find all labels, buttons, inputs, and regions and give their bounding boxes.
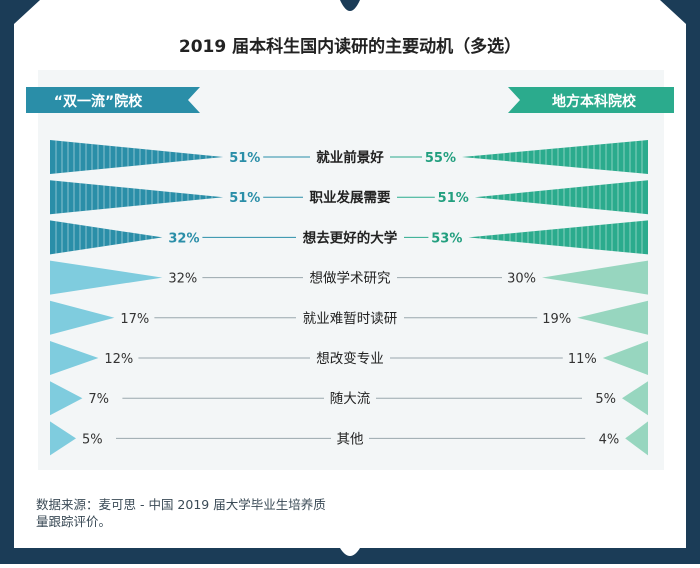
legend-right-label: 地方本科院校 <box>552 93 637 110</box>
corner-fold-left <box>14 0 40 24</box>
left-value-label-5: 17% <box>120 312 149 327</box>
chart-title: 2019 届本科生国内读研的主要动机（多选） <box>179 36 521 57</box>
left-value-label-3: 32% <box>168 231 199 246</box>
right-value-label-3: 53% <box>431 231 462 246</box>
chart-rows: 51% 55% 就业前景好 51% 51% 职业发展需要 32% 53% 想去更好的大学 32% 3… <box>50 140 648 456</box>
left-bar-8 <box>50 421 76 456</box>
right-value-label-1: 55% <box>425 151 456 166</box>
category-label-5: 就业难暂时读研 <box>303 311 398 327</box>
right-bar-7 <box>622 381 648 416</box>
category-label-1: 就业前景好 <box>316 149 384 166</box>
category-label-4: 想做学术研究 <box>310 271 391 287</box>
right-value-label-2: 51% <box>438 191 469 206</box>
chart-panel <box>38 70 664 470</box>
left-bar-3 <box>50 220 163 255</box>
left-bar-5 <box>50 300 115 335</box>
left-value-label-7: 7% <box>88 392 109 407</box>
left-value-label-2: 51% <box>229 191 260 206</box>
category-label-3: 想去更好的大学 <box>302 229 398 246</box>
left-bar-6 <box>50 341 99 375</box>
left-bar-4 <box>50 260 163 295</box>
right-bar-8 <box>625 421 648 456</box>
right-bar-5 <box>577 300 648 335</box>
legend-left-ribbon <box>26 87 200 113</box>
right-value-label-7: 5% <box>595 392 616 407</box>
category-label-2: 职业发展需要 <box>310 189 391 206</box>
right-bar-1 <box>462 140 648 174</box>
left-value-label-4: 32% <box>168 272 197 287</box>
right-bar-3 <box>468 220 648 255</box>
right-bar-6 <box>602 341 648 375</box>
left-bar-7 <box>50 381 83 416</box>
right-value-label-8: 4% <box>599 432 620 447</box>
right-bar-2 <box>474 180 648 215</box>
left-bar-2 <box>50 180 224 215</box>
right-bar-4 <box>542 260 648 295</box>
page-bottom <box>14 482 686 556</box>
source-note: 数据来源：麦可思 - 中国 2019 届大学毕业生培养质量跟踪评价。 <box>36 497 326 529</box>
left-value-label-8: 5% <box>82 432 103 447</box>
corner-fold-right <box>660 0 686 24</box>
category-label-6: 想改变专业 <box>316 351 384 367</box>
legend-left-label: “双一流”院校 <box>54 93 143 110</box>
left-value-label-6: 12% <box>104 352 133 367</box>
category-label-7: 随大流 <box>330 391 371 407</box>
left-bar-1 <box>50 140 224 174</box>
right-value-label-5: 19% <box>542 312 571 327</box>
right-value-label-6: 11% <box>568 352 597 367</box>
legend-right-ribbon <box>508 87 674 113</box>
category-label-8: 其他 <box>337 431 364 447</box>
right-value-label-4: 30% <box>507 272 536 287</box>
left-value-label-1: 51% <box>229 151 260 166</box>
